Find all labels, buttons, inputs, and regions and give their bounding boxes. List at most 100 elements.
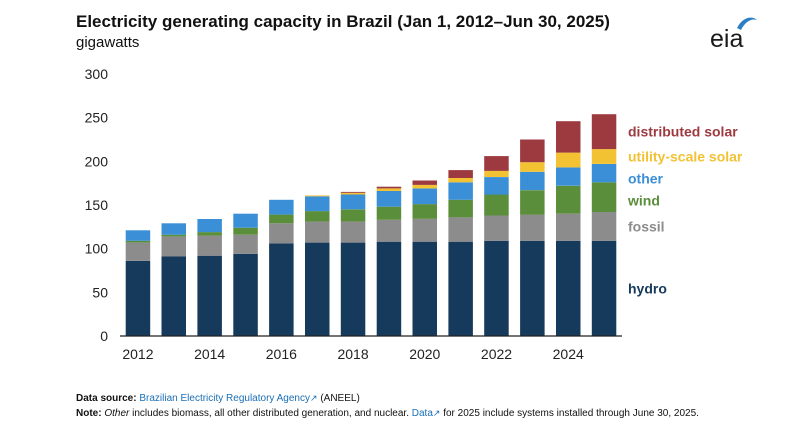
data-source-link[interactable]: Brazilian Electricity Regulatory Agency — [139, 393, 310, 404]
eia-logo-swoosh — [737, 17, 757, 30]
bar-other-2018 — [340, 194, 366, 210]
y-tick-label: 0 — [100, 328, 108, 344]
chart-subtitle: gigawatts — [76, 34, 140, 51]
bar-distributed-solar-2020 — [412, 180, 437, 185]
bar-other-2022 — [484, 177, 509, 195]
bar-utility-scale-solar-2023 — [520, 162, 545, 172]
y-tick-label: 100 — [85, 241, 109, 257]
y-tick-label: 50 — [92, 284, 108, 300]
bar-wind-2015 — [233, 227, 258, 235]
bar-wind-2019 — [376, 206, 402, 220]
bar-fossil-2012 — [125, 242, 151, 261]
data-source-line: Data source: Brazilian Electricity Regul… — [76, 391, 699, 406]
bar-distributed-solar-2019 — [376, 186, 402, 189]
x-tick-label: 2024 — [553, 346, 584, 362]
bar-wind-2017 — [305, 211, 330, 222]
y-tick-label: 150 — [85, 197, 109, 213]
stacked-bar-chart: 0 50 100 150 200 250 300 2012 2014 2016 2018 2020 20… — [85, 66, 743, 362]
bar-hydro-2013 — [161, 256, 186, 336]
legend-label-wind: wind — [627, 193, 660, 209]
bar-fossil-2022 — [484, 215, 509, 241]
bar-other-2019 — [376, 191, 402, 207]
bar-utility-scale-solar-2019 — [376, 188, 402, 191]
y-tick-label: 250 — [85, 110, 109, 126]
external-link-icon: ↗ — [310, 393, 318, 403]
bar-fossil-2020 — [412, 219, 437, 242]
bar-wind-2016 — [269, 214, 294, 224]
bar-hydro-2024 — [556, 240, 581, 336]
bar-distributed-solar-2023 — [520, 139, 545, 163]
bar-fossil-2024 — [556, 213, 581, 241]
bar-other-2025 — [591, 164, 617, 183]
bar-hydro-2017 — [305, 242, 330, 336]
x-tick-label: 2012 — [122, 346, 153, 362]
data-link[interactable]: Data — [411, 408, 433, 419]
bar-utility-scale-solar-2017 — [305, 195, 330, 197]
bar-utility-scale-solar-2021 — [448, 177, 473, 183]
bar-other-2024 — [556, 167, 581, 186]
bar-hydro-2012 — [125, 260, 151, 336]
bar-fossil-2014 — [197, 235, 222, 256]
bar-distributed-solar-2024 — [556, 121, 581, 153]
bar-hydro-2018 — [340, 242, 366, 336]
bar-wind-2012 — [125, 240, 151, 243]
bar-distributed-solar-2022 — [484, 156, 509, 171]
bar-hydro-2020 — [412, 241, 437, 336]
bar-hydro-2023 — [520, 240, 545, 336]
bar-other-2016 — [269, 199, 294, 215]
bar-hydro-2019 — [376, 241, 402, 336]
bar-wind-2023 — [520, 190, 545, 215]
legend-label-fossil: fossil — [628, 218, 665, 234]
note-tail: for 2025 include systems installed throu… — [440, 408, 699, 419]
bar-distributed-solar-2018 — [340, 191, 366, 193]
bar-fossil-2023 — [520, 214, 545, 241]
bar-distributed-solar-2021 — [448, 170, 473, 178]
x-tick-label: 2020 — [409, 346, 440, 362]
bar-utility-scale-solar-2024 — [556, 152, 581, 168]
footer-notes: Data source: Brazilian Electricity Regul… — [76, 391, 699, 421]
bar-hydro-2022 — [484, 240, 509, 336]
y-tick-label: 300 — [85, 66, 109, 82]
y-tick-label: 200 — [85, 153, 109, 169]
x-tick-label: 2022 — [481, 346, 512, 362]
data-source-suffix: (ANEEL) — [317, 393, 360, 404]
bar-other-2012 — [125, 230, 151, 241]
bar-other-2017 — [305, 196, 330, 212]
legend-label-hydro: hydro — [628, 280, 667, 296]
bar-wind-2024 — [556, 185, 581, 214]
note-italic: Other — [104, 408, 130, 419]
bar-distributed-solar-2025 — [591, 114, 617, 150]
external-link-icon: ↗ — [432, 408, 441, 418]
bar-utility-scale-solar-2018 — [340, 192, 366, 195]
note-line: Note: Other includes biomass, all other … — [76, 406, 699, 421]
bar-fossil-2015 — [233, 234, 258, 254]
bar-wind-2014 — [197, 232, 222, 236]
bar-hydro-2021 — [448, 241, 473, 336]
bar-utility-scale-solar-2020 — [412, 184, 437, 189]
x-tick-label: 2014 — [194, 346, 225, 362]
bar-fossil-2021 — [448, 217, 473, 242]
eia-logo-text: eia — [710, 25, 743, 53]
x-tick-label: 2016 — [266, 346, 297, 362]
bar-wind-2025 — [591, 182, 617, 212]
bar-fossil-2025 — [591, 212, 617, 241]
eia-logo[interactable]: eia — [707, 14, 759, 54]
bar-wind-2022 — [484, 194, 509, 216]
bar-wind-2018 — [340, 209, 366, 222]
x-tick-label: 2018 — [337, 346, 368, 362]
bar-other-2021 — [448, 182, 473, 200]
note-text: includes biomass, all other distributed … — [129, 408, 412, 419]
bar-hydro-2014 — [197, 255, 222, 336]
chart-title: Electricity generating capacity in Brazi… — [76, 12, 610, 31]
bar-utility-scale-solar-2022 — [484, 170, 509, 177]
bar-wind-2013 — [161, 234, 186, 237]
bar-wind-2021 — [448, 199, 473, 218]
bar-fossil-2013 — [161, 236, 186, 257]
bar-other-2013 — [161, 223, 186, 235]
bar-hydro-2025 — [591, 240, 617, 336]
bar-fossil-2016 — [269, 223, 294, 244]
bar-hydro-2016 — [269, 243, 294, 336]
legend-label-other: other — [628, 171, 664, 187]
note-label: Note: — [76, 408, 102, 419]
legend-label-distributed-solar: distributed solar — [628, 124, 738, 140]
